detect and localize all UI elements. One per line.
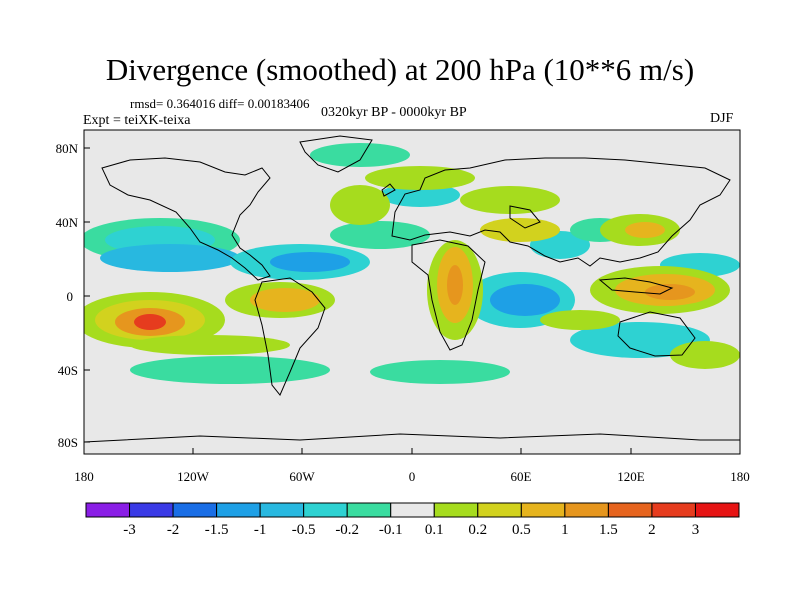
colorbar-label: -1.5 [205, 522, 229, 538]
lon-label: 60E [511, 469, 532, 484]
colorbar-swatch [172, 502, 218, 518]
lon-label: 0 [409, 469, 416, 484]
lat-axis: 80N 40N 0 40S 80S [56, 141, 90, 450]
lat-label: 0 [67, 289, 74, 304]
colorbar: -3 -2 -1.5 -1 -0.5 -0.2 -0.1 0.1 0.2 0.5 1 1.5 2 3 [85, 502, 740, 538]
colorbar-swatch [564, 502, 609, 518]
colorbar-label: -0.1 [379, 522, 403, 538]
colorbar-label: 1 [561, 522, 569, 538]
colorbar-swatch [520, 502, 566, 518]
period-label: 0320kyr BP - 0000kyr BP [321, 105, 467, 120]
coastlines [84, 135, 740, 443]
colorbar-swatch [607, 502, 653, 518]
lon-label: 180 [730, 469, 750, 484]
colorbar-label: -0.5 [292, 522, 316, 538]
colorbar-label: -0.2 [335, 522, 359, 538]
lon-axis: 180 120W 60W 0 60E 120E 180 [74, 448, 750, 484]
colorbar-label: 0.2 [468, 522, 487, 538]
map-title: Divergence (smoothed) at 200 hPa (10**6 … [105, 52, 695, 87]
colorbar-swatch [303, 502, 348, 518]
colorbar-label: 0.5 [512, 522, 531, 538]
colorbar-swatch [694, 502, 740, 518]
colorbar-label: 0.1 [425, 522, 444, 538]
colorbar-swatch [651, 502, 696, 518]
colorbar-label: 1.5 [599, 522, 618, 538]
lon-label: 180 [74, 469, 94, 484]
colorbar-label: 2 [648, 522, 656, 538]
season-label: DJF [710, 111, 734, 126]
colorbar-swatch [433, 502, 479, 518]
colorbar-label: -2 [167, 522, 180, 538]
lon-label: 60W [289, 469, 315, 484]
lat-label: 40S [58, 363, 78, 378]
lat-label: 80N [56, 141, 79, 156]
colorbar-swatch [390, 502, 435, 518]
colorbar-swatch [129, 502, 174, 518]
lon-label: 120W [177, 469, 210, 484]
lat-label: 80S [58, 435, 78, 450]
colorbar-swatch [477, 502, 522, 518]
colorbar-swatch [216, 502, 261, 518]
colorbar-label: 3 [692, 522, 700, 538]
lon-label: 120E [617, 469, 645, 484]
colorbar-label: -1 [254, 522, 267, 538]
colorbar-swatch [346, 502, 392, 518]
stats-text: rmsd= 0.364016 diff= 0.00183406 [130, 96, 310, 111]
divergence-field [84, 143, 740, 384]
lat-label: 40N [56, 215, 79, 230]
experiment-label: Expt = teiXK-teixa [83, 113, 191, 128]
colorbar-swatch [85, 502, 131, 518]
colorbar-label: -3 [123, 522, 136, 538]
colorbar-swatch [259, 502, 305, 518]
